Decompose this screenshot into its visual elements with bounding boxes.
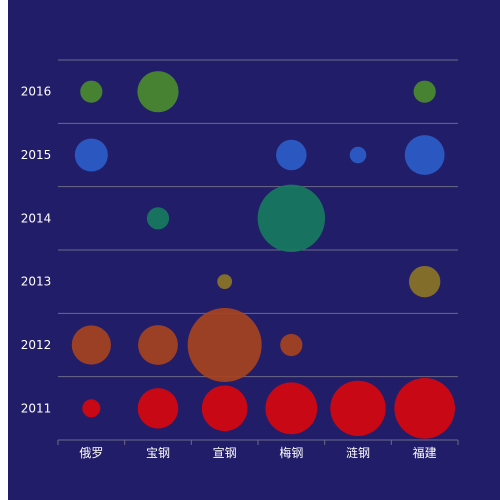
y-tick-label: 2016 <box>21 85 52 99</box>
bubble[interactable] <box>138 325 178 365</box>
y-tick-label: 2012 <box>21 338 52 352</box>
x-tick-label: 梅钢 <box>279 445 303 460</box>
bubble[interactable] <box>265 382 318 435</box>
bubble[interactable] <box>71 325 111 365</box>
y-tick-label: 2013 <box>21 275 52 289</box>
bubble[interactable] <box>349 146 367 164</box>
bubble[interactable] <box>280 333 303 357</box>
bubble[interactable] <box>217 274 233 290</box>
bubble[interactable] <box>276 139 307 171</box>
x-tick-label: 宝钢 <box>146 446 170 460</box>
bubble[interactable] <box>394 378 455 439</box>
bubble[interactable] <box>146 207 170 230</box>
y-tick-label: 2011 <box>21 401 52 415</box>
bubble[interactable] <box>404 135 445 175</box>
bubble[interactable] <box>82 399 101 418</box>
x-tick-label: 涟钢 <box>346 445 370 460</box>
bubble[interactable] <box>413 80 436 103</box>
bubble[interactable] <box>137 71 179 113</box>
bubble[interactable] <box>74 138 108 172</box>
y-tick-label: 2014 <box>21 211 52 225</box>
bubble[interactable] <box>330 380 386 437</box>
bubble[interactable] <box>187 308 262 382</box>
bubble[interactable] <box>80 80 103 103</box>
bubble[interactable] <box>257 184 326 253</box>
y-tick-label: 2015 <box>21 148 52 162</box>
x-tick-label: 宣钢 <box>213 445 237 460</box>
bubble[interactable] <box>408 265 441 298</box>
x-tick-label: 福建 <box>413 445 437 460</box>
bubble[interactable] <box>137 388 179 429</box>
bubble[interactable] <box>201 385 248 432</box>
x-tick-label: 俄罗 <box>79 446 103 460</box>
